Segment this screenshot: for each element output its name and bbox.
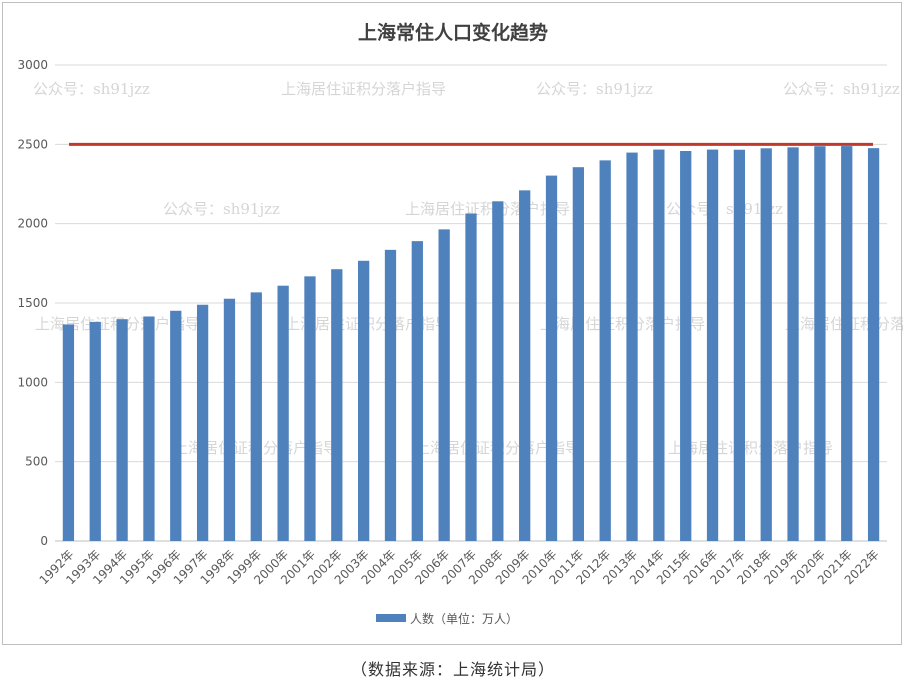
bar xyxy=(626,152,638,542)
y-tick-label: 500 xyxy=(25,455,48,469)
watermark-text: 公众号：sh91jzz xyxy=(666,200,783,218)
x-axis: 1992年1993年1994年1995年1996年1997年1998年1999年… xyxy=(37,547,882,587)
bar xyxy=(116,319,128,541)
y-axis: 0 500 1000 1500 2000 2500 3000 xyxy=(17,58,48,548)
bar xyxy=(170,310,182,541)
bar xyxy=(384,249,397,541)
bar xyxy=(680,150,692,542)
watermark-text: 上海居住证积分落户指导 xyxy=(668,439,833,457)
bar xyxy=(733,149,746,541)
legend-swatch xyxy=(376,614,406,622)
bar xyxy=(572,167,584,541)
bar xyxy=(760,148,772,542)
bar xyxy=(89,321,101,541)
watermark-text: 公众号：sh91jzz xyxy=(163,200,280,218)
y-tick-label: 0 xyxy=(40,534,48,548)
bar xyxy=(438,229,450,541)
y-tick-label: 2500 xyxy=(17,137,48,151)
bar xyxy=(519,190,531,541)
bar-chart: 公众号：sh91jzz 上海居住证积分落户指导 公众号：sh91jzz 公众号：sh9… xyxy=(17,21,903,626)
bar xyxy=(196,304,209,541)
bar xyxy=(706,149,719,541)
watermark-text: 上海居住证积分落户指导 xyxy=(281,80,446,98)
watermark-text: 公众号：sh91jzz xyxy=(536,80,653,98)
bar xyxy=(867,148,880,541)
bar xyxy=(653,149,665,541)
bar xyxy=(841,146,853,541)
bar xyxy=(411,241,423,541)
chart-area: 公众号：sh91jzz 上海居住证积分落户指导 公众号：sh91jzz 公众号：sh9… xyxy=(2,2,903,645)
bar xyxy=(331,269,343,541)
bar xyxy=(545,175,558,541)
bar xyxy=(492,201,504,541)
bar xyxy=(358,260,370,541)
watermark-text: 公众号：sh91jzz xyxy=(33,80,150,98)
bar xyxy=(277,285,289,541)
bar xyxy=(599,160,611,541)
y-tick-label: 1500 xyxy=(17,296,48,310)
source-caption: （数据来源：上海统计局） xyxy=(350,660,555,679)
bar xyxy=(465,213,477,541)
bar xyxy=(62,324,75,541)
legend-label: 人数（单位：万人） xyxy=(410,611,518,626)
bar xyxy=(787,147,799,541)
bar xyxy=(814,146,826,541)
bar xyxy=(223,298,236,541)
y-tick-label: 3000 xyxy=(17,58,48,72)
bar xyxy=(143,316,155,541)
watermark-text: 公众号：sh91jzz xyxy=(783,80,900,98)
bars xyxy=(62,146,880,542)
watermark-text: 上海居住证积分落户指导 xyxy=(405,200,570,218)
bar xyxy=(250,292,262,541)
y-tick-label: 1000 xyxy=(17,375,48,389)
legend: 人数（单位：万人） xyxy=(376,611,518,626)
chart-title: 上海常住人口变化趋势 xyxy=(358,21,548,44)
y-tick-label: 2000 xyxy=(17,217,48,231)
bar xyxy=(304,276,316,541)
